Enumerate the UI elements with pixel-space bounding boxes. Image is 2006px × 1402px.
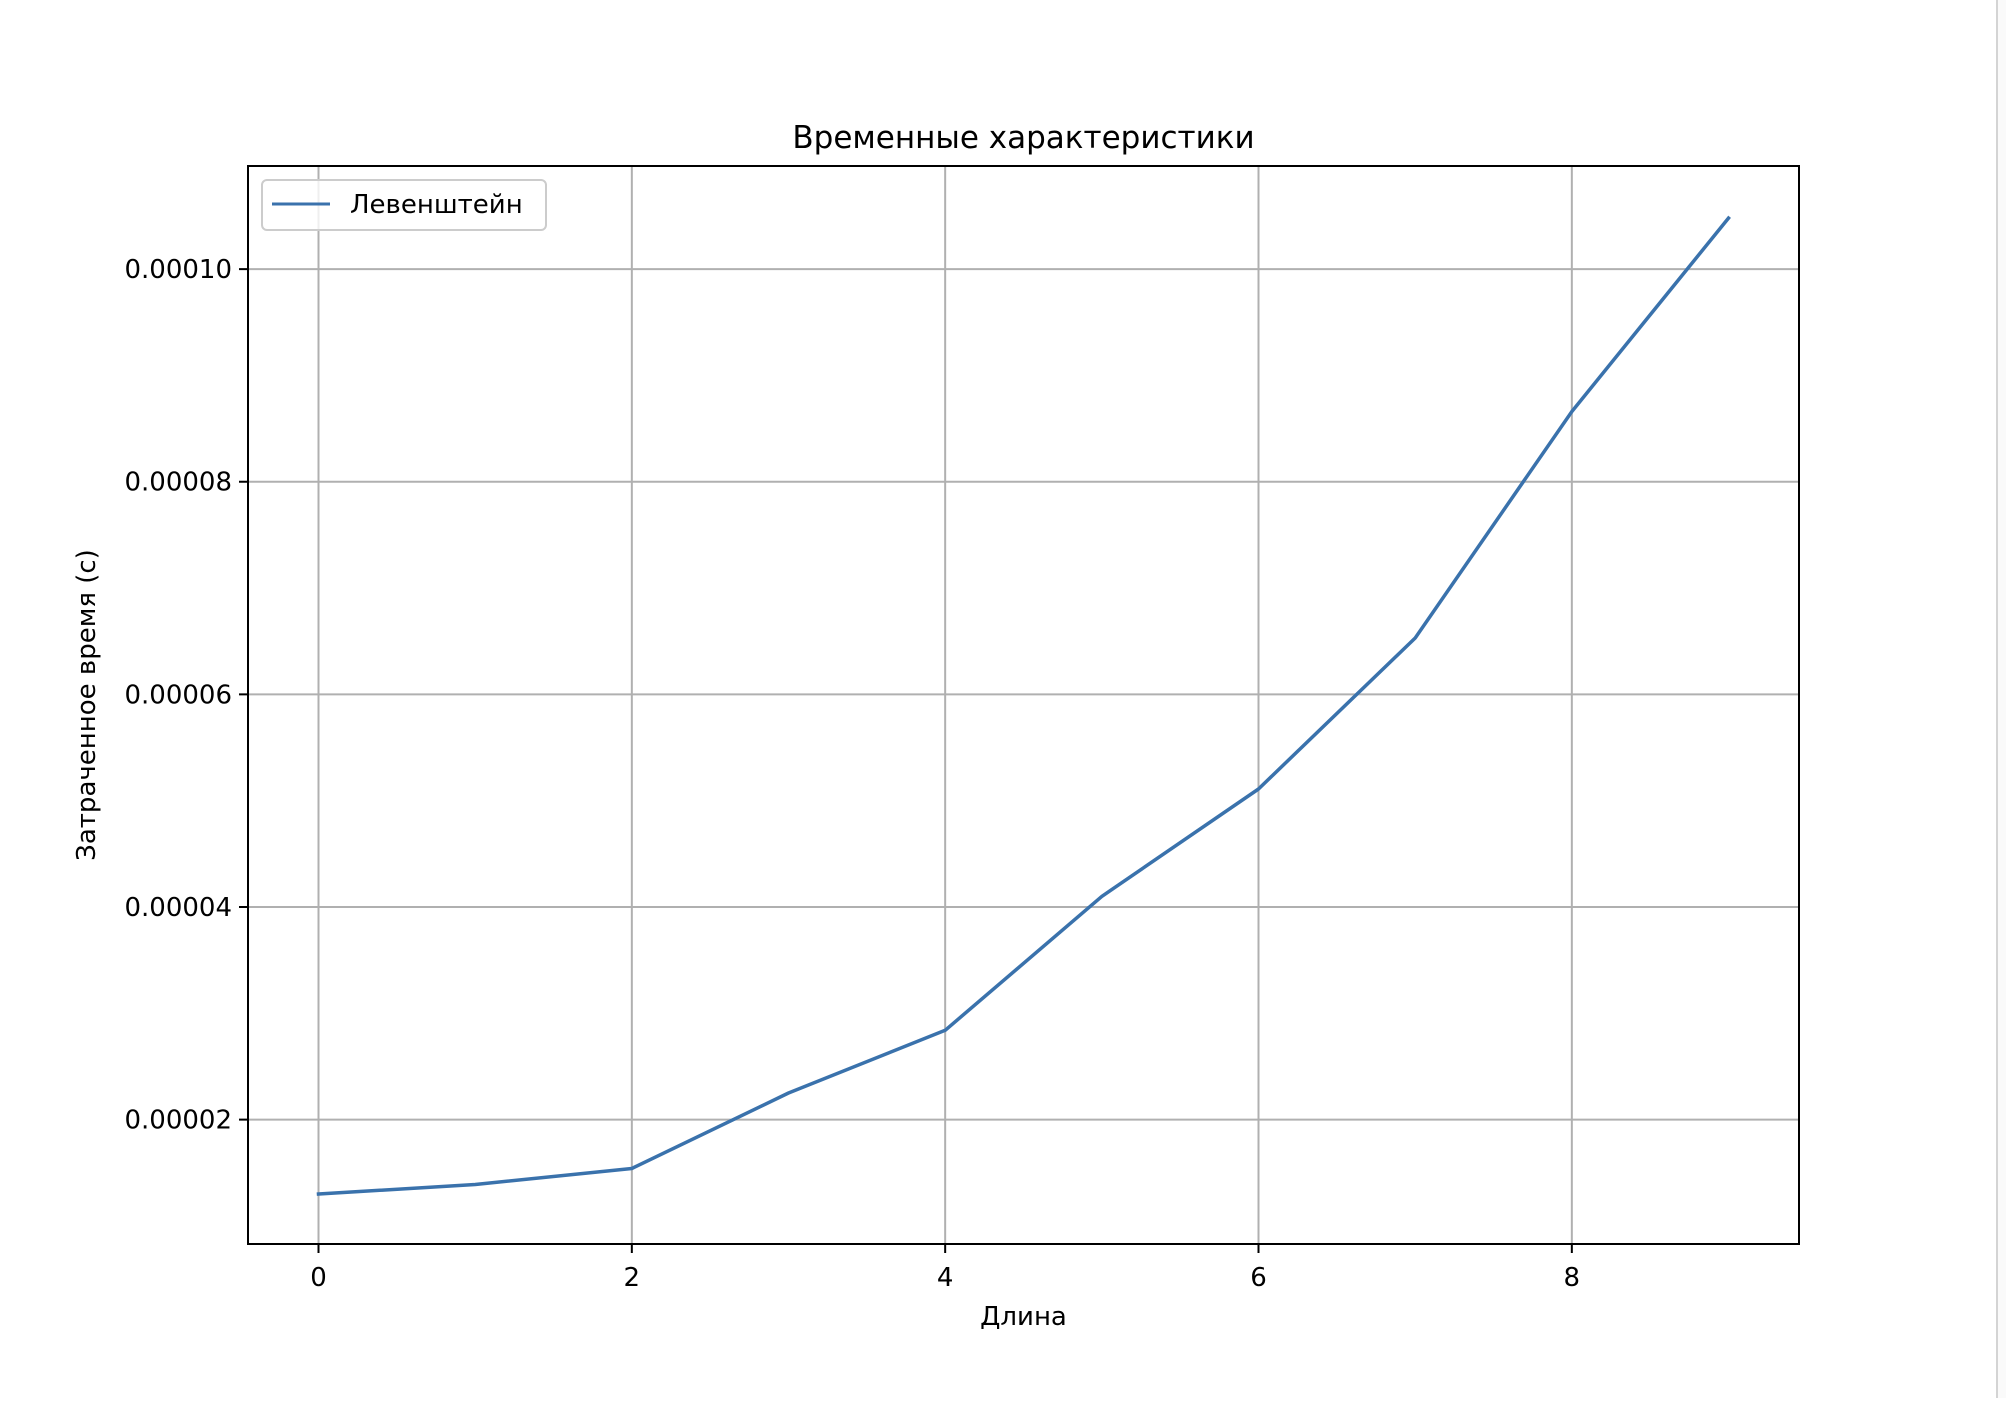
- grid: [248, 166, 1799, 1244]
- series-layer: [316, 215, 1731, 1196]
- y-tick-label: 0.00008: [124, 468, 232, 498]
- x-tick-label: 0: [310, 1263, 327, 1293]
- y-tick-label: 0.00006: [124, 680, 232, 710]
- series-line-0: [316, 215, 1731, 1196]
- x-tick-label: 2: [624, 1263, 641, 1293]
- window-edge: [1996, 0, 2006, 1398]
- y-tick-label: 0.00004: [124, 893, 232, 923]
- x-axis-label: Длина: [980, 1302, 1067, 1332]
- y-axis-label: Затраченное время (с): [72, 549, 102, 861]
- chart-title: Временные характеристики: [792, 120, 1254, 156]
- legend-label: Левенштейн: [350, 190, 523, 220]
- x-tick-label: 8: [1564, 1263, 1581, 1293]
- axes-frame: [247, 165, 1800, 1245]
- x-tick-label: 4: [937, 1263, 954, 1293]
- y-tick-label: 0.00002: [124, 1106, 232, 1136]
- legend-box: [261, 179, 547, 231]
- y-tick-label: 0.00010: [124, 255, 232, 285]
- x-tick-label: 6: [1250, 1263, 1267, 1293]
- legend: Левенштейн: [261, 179, 547, 231]
- ticks: 0 2 4 6 8 0.00002 0.00004 0.00006 0.00008 0.00010: [124, 255, 1580, 1293]
